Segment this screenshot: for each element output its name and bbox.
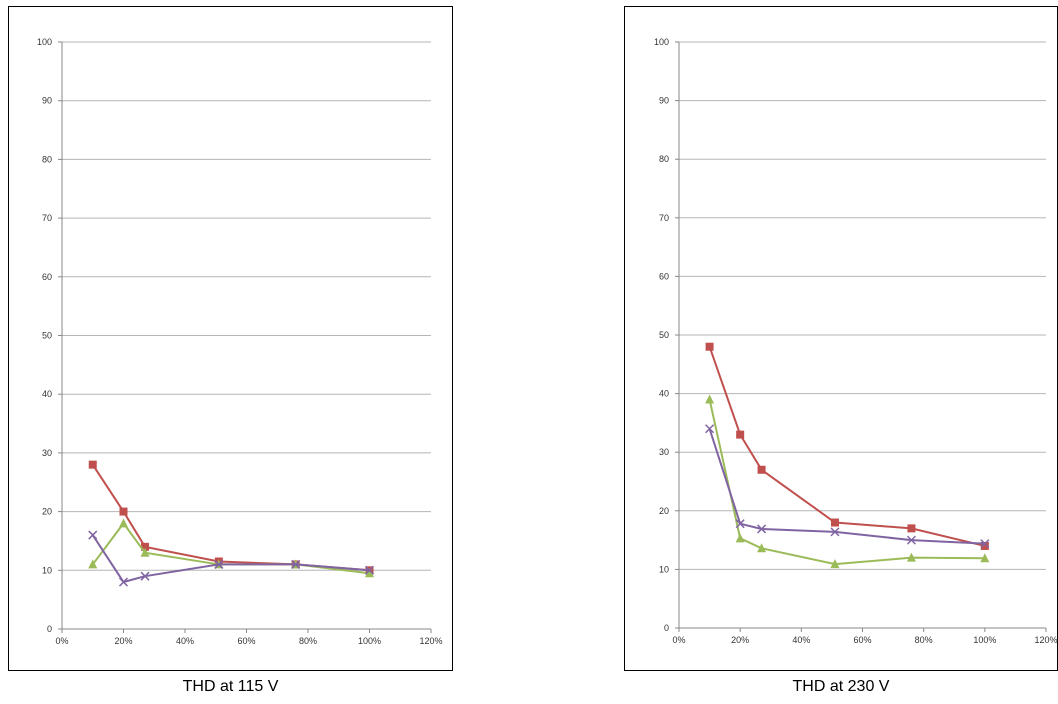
data-point-x	[140, 571, 150, 581]
data-point-triangle	[119, 518, 128, 528]
x-tick-label: 80%	[915, 635, 933, 645]
x-tick-label: 100%	[358, 636, 381, 646]
data-point-x-stroke	[906, 535, 916, 545]
data-point-square	[830, 518, 839, 527]
data-point-x-stroke	[735, 519, 745, 529]
data-point-x	[830, 527, 840, 537]
data-point-square	[757, 465, 766, 474]
y-tick-label: 100	[37, 37, 52, 47]
data-point-x	[906, 535, 916, 545]
data-point-x-stroke	[705, 424, 715, 434]
x-tick-label: 60%	[853, 635, 871, 645]
data-point-triangle	[365, 568, 374, 578]
data-point-x-stroke	[757, 524, 767, 534]
data-point-triangle	[88, 559, 98, 569]
y-tick-label: 100	[654, 37, 669, 47]
data-point-square	[141, 542, 150, 551]
x-tick-label: 80%	[299, 636, 317, 646]
data-point-x	[735, 519, 745, 529]
y-tick-label: 30	[42, 448, 52, 458]
y-tick-label: 90	[42, 96, 52, 106]
data-point-x	[757, 524, 767, 534]
data-point-x	[705, 424, 715, 434]
y-tick-label: 0	[47, 624, 52, 634]
series-line	[708, 399, 985, 566]
data-point-x-stroke	[88, 530, 98, 540]
data-point-square	[907, 524, 916, 533]
data-point-x	[118, 577, 129, 587]
data-point-square	[980, 541, 989, 550]
x-tick-label: 40%	[792, 635, 810, 645]
series-line	[708, 346, 986, 547]
y-tick-label: 40	[659, 389, 669, 399]
y-tick-label: 20	[659, 506, 669, 516]
y-tick-label: 70	[659, 213, 669, 223]
data-point-square	[705, 342, 714, 351]
data-point-x-stroke	[980, 539, 990, 549]
data-point-x	[364, 565, 375, 575]
data-point-x-stroke	[830, 527, 840, 537]
y-tick-label: 80	[42, 154, 52, 164]
data-point-triangle	[140, 547, 150, 557]
data-point-x-stroke	[118, 577, 129, 587]
data-point-triangle	[757, 543, 767, 553]
y-tick-label: 60	[42, 272, 52, 282]
data-point-x	[291, 559, 301, 569]
y-tick-label: 90	[659, 96, 669, 106]
data-point-x-stroke	[291, 559, 301, 569]
data-point-triangle	[830, 559, 840, 569]
y-tick-label: 0	[664, 623, 669, 633]
data-point-x-stroke	[214, 559, 224, 569]
y-tick-label: 60	[659, 271, 669, 281]
y-tick-label: 70	[42, 213, 52, 223]
data-point-triangle	[705, 394, 715, 404]
series-line	[708, 428, 985, 545]
x-tick-label: 20%	[114, 636, 132, 646]
y-tick-label: 40	[42, 389, 52, 399]
x-tick-label: 120%	[419, 636, 442, 646]
data-point-x-stroke	[364, 565, 375, 575]
x-tick-label: 100%	[973, 635, 996, 645]
data-point-square	[736, 430, 745, 439]
data-point-triangle	[906, 552, 916, 562]
data-point-x	[214, 559, 224, 569]
y-tick-label: 30	[659, 447, 669, 457]
data-point-square	[88, 460, 97, 469]
data-point-x	[88, 530, 98, 540]
y-tick-label: 50	[659, 330, 669, 340]
y-tick-label: 10	[659, 564, 669, 574]
data-point-triangle	[735, 533, 745, 543]
x-tick-label: 40%	[176, 636, 194, 646]
chart-frame-115v	[8, 6, 453, 671]
y-tick-label: 20	[42, 507, 52, 517]
y-tick-label: 80	[659, 154, 669, 164]
data-point-triangle	[980, 553, 990, 563]
series-line	[91, 534, 370, 584]
data-point-x-stroke	[140, 571, 150, 581]
x-tick-label: 0%	[55, 636, 68, 646]
y-tick-label: 10	[42, 565, 52, 575]
x-tick-label: 60%	[237, 636, 255, 646]
y-tick-label: 50	[42, 331, 52, 341]
x-tick-label: 0%	[672, 635, 685, 645]
data-point-x	[980, 539, 990, 549]
data-point-square	[119, 507, 128, 516]
chart-caption-230v: THD at 230 V	[792, 678, 890, 695]
x-tick-label: 20%	[731, 635, 749, 645]
x-tick-label: 120%	[1034, 635, 1057, 645]
chart-caption-115v: THD at 115 V	[182, 678, 279, 695]
